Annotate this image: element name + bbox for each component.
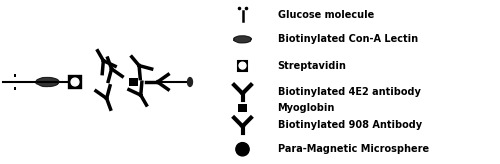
Bar — [70, 76, 80, 88]
Text: Glucose molecule: Glucose molecule — [278, 10, 374, 20]
Text: Streptavidin: Streptavidin — [278, 61, 346, 71]
Ellipse shape — [239, 62, 246, 69]
Bar — [238, 61, 248, 71]
Ellipse shape — [71, 78, 79, 86]
Text: Para-Magnetic Microsphere: Para-Magnetic Microsphere — [278, 144, 428, 154]
Bar — [14, 87, 16, 90]
Text: Biotinylated 4E2 antibody: Biotinylated 4E2 antibody — [278, 87, 420, 97]
Polygon shape — [36, 78, 59, 86]
Text: Biotinylated Con-A Lectin: Biotinylated Con-A Lectin — [278, 34, 418, 44]
Polygon shape — [234, 36, 251, 43]
Bar — [14, 74, 16, 77]
Text: Myoglobin: Myoglobin — [278, 103, 335, 113]
Text: Biotinylated 908 Antibody: Biotinylated 908 Antibody — [278, 120, 422, 130]
Bar — [238, 104, 246, 112]
Ellipse shape — [236, 143, 249, 156]
Ellipse shape — [188, 78, 192, 86]
Bar — [129, 78, 138, 86]
